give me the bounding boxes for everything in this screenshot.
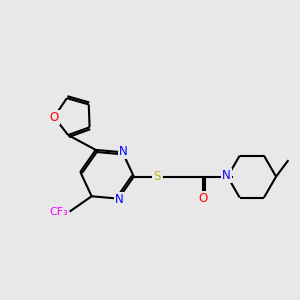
Text: O: O [50,111,59,124]
Text: CF₃: CF₃ [49,207,68,217]
Text: N: N [115,193,124,206]
Text: O: O [199,192,208,205]
Text: S: S [153,170,161,183]
Text: N: N [119,145,128,158]
Text: N: N [222,169,231,182]
